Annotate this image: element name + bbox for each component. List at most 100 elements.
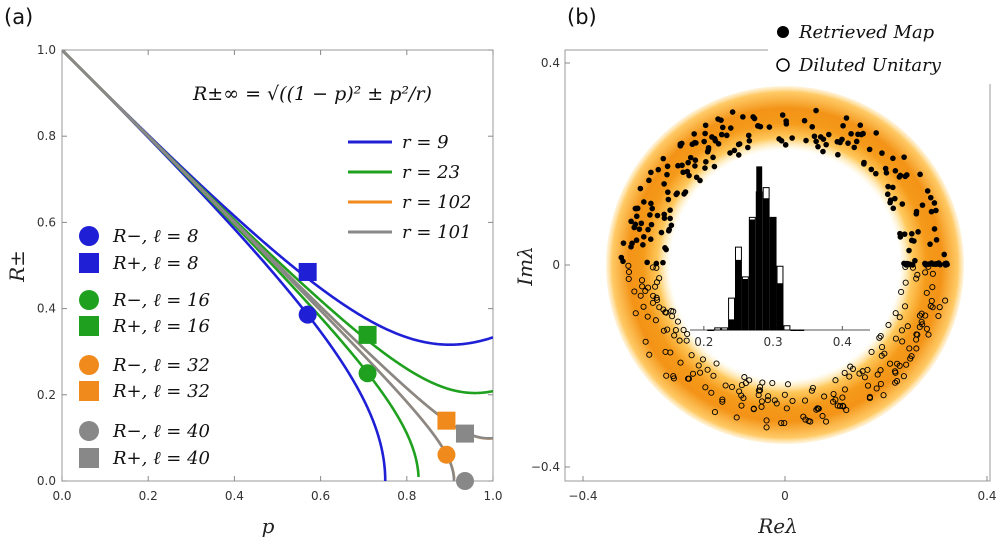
retrieved-point (757, 123, 764, 130)
diluted-point (662, 309, 669, 316)
x-axis-label-a: p (262, 514, 275, 538)
diluted-bar (714, 327, 722, 331)
retrieved-point (634, 205, 641, 212)
retrieved-point (890, 155, 896, 162)
retrieved-point (719, 124, 726, 131)
data-marker-square (455, 424, 474, 443)
retrieved-point (902, 173, 909, 180)
retrieved-point (654, 212, 661, 219)
retrieved-point (813, 138, 819, 145)
diluted-point (660, 327, 667, 334)
retrieved-point (692, 157, 699, 164)
diluted-point (923, 325, 930, 332)
diluted-point (892, 379, 899, 386)
legend-box-b (768, 14, 996, 84)
panel-b-label: (b) (567, 5, 597, 29)
diluted-point (631, 288, 638, 295)
x-tick-label-b: 0 (781, 489, 789, 503)
retrieved-point (674, 190, 681, 196)
formula-annotation: R±∞ = √((1 − p)² ± p²/r) (192, 83, 432, 105)
retrieved-bar (770, 217, 777, 330)
diluted-point (878, 344, 886, 351)
diluted-point (746, 377, 753, 384)
diluted-point (750, 405, 757, 412)
diluted-point (789, 397, 796, 404)
diluted-point (649, 264, 656, 271)
retrieved-point (727, 125, 734, 131)
diluted-point (847, 363, 854, 370)
retrieved-point (848, 130, 854, 137)
retrieved-point (811, 133, 818, 140)
legend-marker-label: R−, ℓ = 16 (112, 290, 210, 311)
diluted-point (916, 312, 923, 319)
retrieved-point (928, 208, 935, 215)
legend-line-label: r = 101 (402, 222, 472, 243)
diluted-point (738, 402, 745, 409)
curve-r-minus (62, 50, 387, 481)
retrieved-point (731, 147, 738, 154)
retrieved-point (912, 257, 918, 264)
data-marker-square (298, 262, 317, 281)
retrieved-point (702, 165, 708, 171)
x-tick-label: 0.6 (311, 489, 330, 503)
legend-line-label: r = 9 (402, 132, 449, 153)
diluted-point (755, 387, 762, 394)
diluted-point (840, 403, 847, 410)
diluted-point (808, 387, 815, 394)
diluted-point (667, 349, 674, 356)
curves-a (62, 50, 493, 481)
diluted-point (902, 279, 909, 286)
diluted-point (778, 419, 785, 427)
diluted-point (861, 374, 868, 381)
diluted-point (878, 352, 885, 359)
diluted-point (874, 371, 881, 378)
retrieved-point (647, 212, 653, 218)
retrieved-point (667, 215, 673, 222)
diluted-point (646, 351, 653, 358)
diluted-point (923, 289, 930, 296)
retrieved-point (647, 236, 654, 243)
y-axis-label-a: R± (5, 250, 29, 283)
diluted-point (738, 392, 745, 399)
retrieved-point (680, 169, 686, 176)
legend-circle (79, 355, 99, 375)
retrieved-point (648, 200, 654, 207)
diluted-point (887, 360, 894, 367)
retrieved-point (868, 166, 875, 173)
retrieved-point (908, 237, 915, 244)
y-tick-label-b: 0 (552, 258, 560, 272)
retrieved-point (835, 151, 841, 158)
retrieved-point (628, 218, 634, 225)
diluted-point (935, 312, 942, 320)
diluted-point (773, 400, 780, 407)
retrieved-point (718, 117, 724, 123)
retrieved-point (885, 183, 891, 190)
retrieved-point (839, 136, 845, 143)
retrieved-point (906, 247, 912, 254)
retrieved-bar (756, 166, 763, 330)
retrieved-point (801, 117, 808, 124)
retrieved-point (823, 141, 829, 148)
diluted-bar (790, 329, 798, 331)
axis-ticks-a: 0.0 0.2 0.4 0.6 0.8 1.0 0.0 0.2 0.4 0.6 0.8 1.0 (37, 43, 503, 503)
diluted-point (670, 375, 677, 382)
diluted-point (893, 378, 901, 385)
diluted-point (896, 362, 903, 369)
diluted-point (719, 398, 726, 405)
diluted-point (738, 382, 745, 389)
retrieved-point (897, 230, 903, 237)
diluted-point (664, 326, 671, 333)
data-marker-square (437, 411, 456, 430)
retrieved-point (648, 221, 655, 228)
diluted-point (645, 284, 652, 291)
diluted-point (859, 368, 866, 375)
diluted-point (913, 275, 920, 282)
retrieved-point (661, 181, 667, 187)
diluted-point (733, 414, 740, 421)
diluted-point (836, 403, 844, 410)
diluted-point (672, 327, 679, 334)
diluted-point (781, 391, 788, 398)
curve-r-minus (62, 50, 456, 481)
x-tick-label: 0.0 (52, 489, 71, 503)
legend-marker-retrieved (777, 26, 789, 38)
